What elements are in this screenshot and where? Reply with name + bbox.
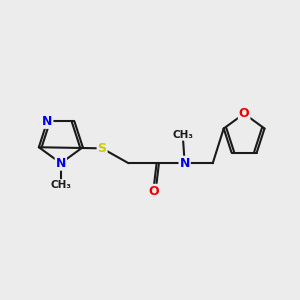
Text: O: O <box>239 107 249 120</box>
Text: CH₃: CH₃ <box>50 180 71 190</box>
Text: O: O <box>148 185 159 198</box>
Text: N: N <box>42 115 52 128</box>
Text: CH₃: CH₃ <box>172 130 194 140</box>
Text: N: N <box>56 157 66 170</box>
Text: N: N <box>179 157 190 170</box>
Text: S: S <box>98 142 106 155</box>
